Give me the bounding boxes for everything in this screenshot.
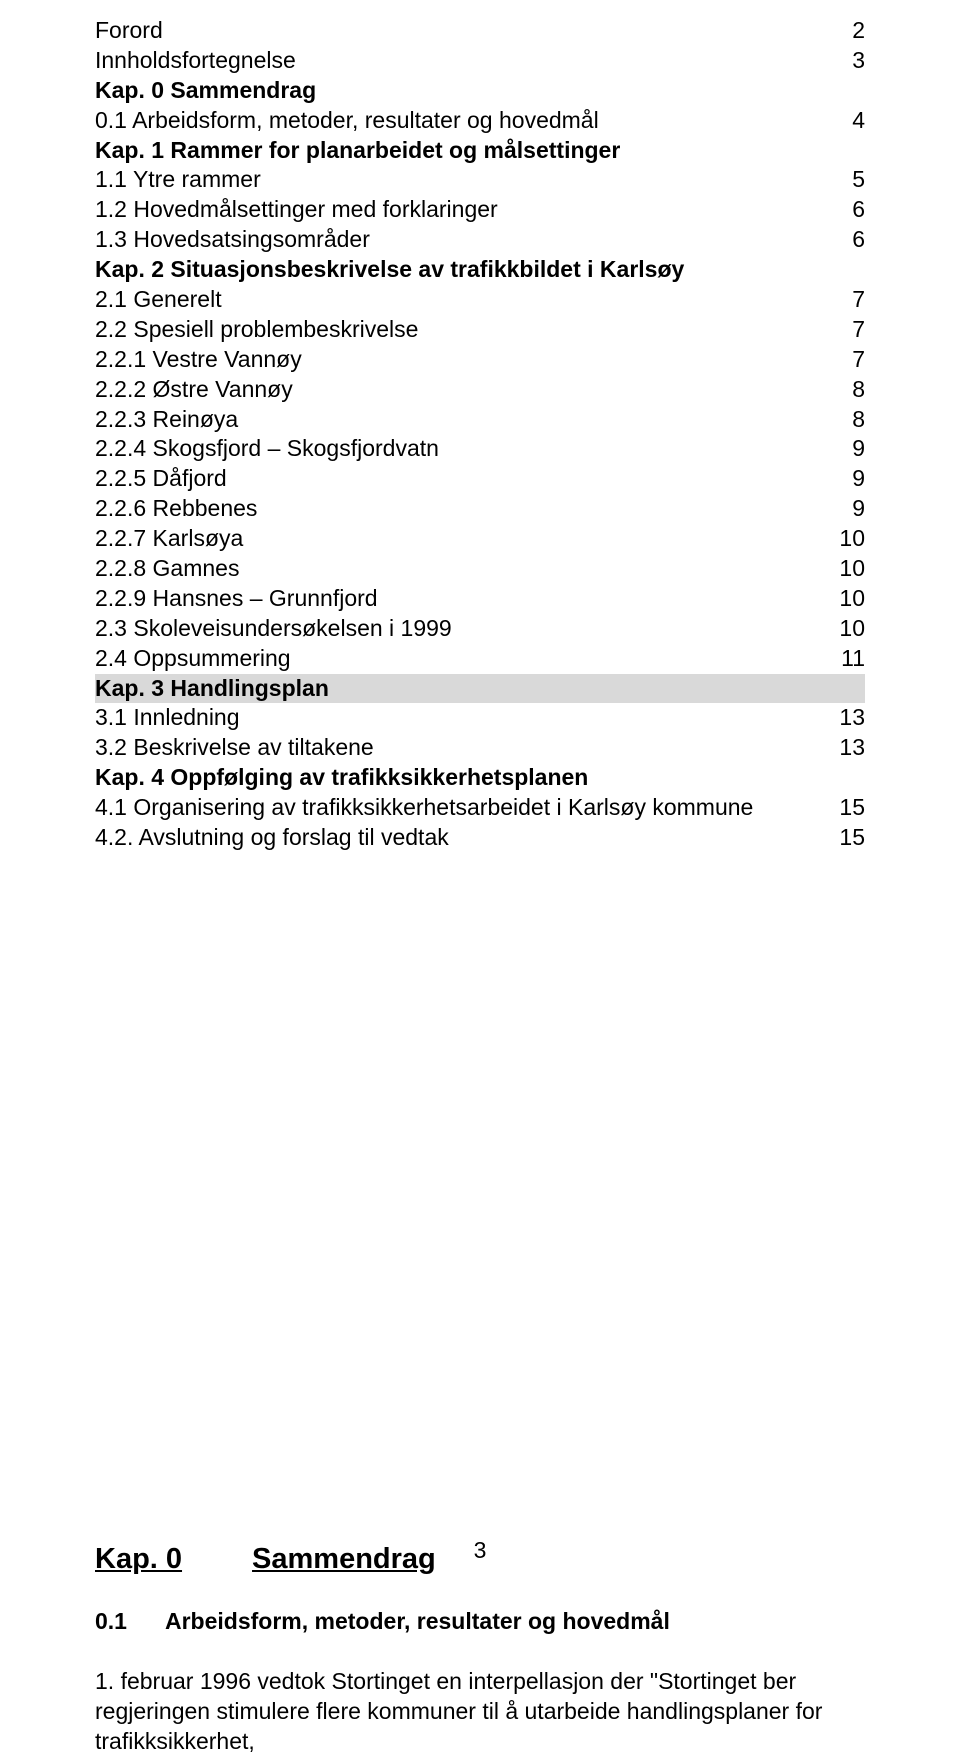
toc-row: 2.2.3 Reinøya8 (95, 405, 865, 435)
toc-label: 2.2.2 Østre Vannøy (95, 375, 825, 405)
section-title: Arbeidsform, metoder, resultater og hove… (165, 1608, 670, 1634)
toc-label: 4.1 Organisering av trafikksikkerhetsarb… (95, 793, 825, 823)
toc-row: 3.2 Beskrivelse av tiltakene13 (95, 733, 865, 763)
toc-page: 11 (825, 644, 865, 674)
toc-label: 2.2.7 Karlsøya (95, 524, 825, 554)
toc-page: 4 (825, 106, 865, 136)
toc-page (825, 76, 865, 106)
toc-page (825, 674, 865, 704)
toc-row: 3.1 Innledning13 (95, 703, 865, 733)
toc-label: 2.1 Generelt (95, 285, 825, 315)
toc-page: 10 (825, 584, 865, 614)
toc-label: 3.1 Innledning (95, 703, 825, 733)
toc-page: 9 (825, 464, 865, 494)
toc-page: 6 (825, 225, 865, 255)
toc-row: 2.2.8 Gamnes10 (95, 554, 865, 584)
toc-row: 1.1 Ytre rammer5 (95, 165, 865, 195)
toc-label: Kap. 0 Sammendrag (95, 76, 825, 106)
toc-label: 2.2.8 Gamnes (95, 554, 825, 584)
toc-row: 2.2.6 Rebbenes9 (95, 494, 865, 524)
toc-row: 2.2.9 Hansnes – Grunnfjord10 (95, 584, 865, 614)
toc-label: 4.2. Avslutning og forslag til vedtak (95, 823, 825, 853)
toc-page: 7 (825, 315, 865, 345)
toc-row: 2.2.5 Dåfjord9 (95, 464, 865, 494)
toc-label: Forord (95, 16, 825, 46)
toc-page: 9 (825, 494, 865, 524)
toc-page (825, 136, 865, 166)
toc-row: 2.1 Generelt7 (95, 285, 865, 315)
toc-label: 2.2.1 Vestre Vannøy (95, 345, 825, 375)
toc-label: Kap. 2 Situasjonsbeskrivelse av trafikkb… (95, 255, 825, 285)
toc-page: 2 (825, 16, 865, 46)
toc-label: Kap. 4 Oppfølging av trafikksikkerhetspl… (95, 763, 825, 793)
toc-row: 2.4 Oppsummering11 (95, 644, 865, 674)
toc-row: 2.2 Spesiell problembeskrivelse7 (95, 315, 865, 345)
toc-row: 1.2 Hovedmålsettinger med forklaringer6 (95, 195, 865, 225)
toc-page: 5 (825, 165, 865, 195)
toc-label: 2.2.4 Skogsfjord – Skogsfjordvatn (95, 434, 825, 464)
section-heading: 0.1Arbeidsform, metoder, resultater og h… (95, 1608, 865, 1635)
toc-label: 2.2.9 Hansnes – Grunnfjord (95, 584, 825, 614)
toc-page: 10 (825, 524, 865, 554)
toc-row: 2.2.2 Østre Vannøy8 (95, 375, 865, 405)
toc-label: 2.2 Spesiell problembeskrivelse (95, 315, 825, 345)
page-number: 3 (0, 1537, 960, 1564)
toc-page: 9 (825, 434, 865, 464)
toc-page (825, 763, 865, 793)
toc-page (825, 255, 865, 285)
toc-row: Kap. 4 Oppfølging av trafikksikkerhetspl… (95, 763, 865, 793)
toc-row: 4.2. Avslutning og forslag til vedtak15 (95, 823, 865, 853)
toc-page: 15 (825, 793, 865, 823)
toc-label: 1.1 Ytre rammer (95, 165, 825, 195)
toc-label: 1.2 Hovedmålsettinger med forklaringer (95, 195, 825, 225)
table-of-contents: Forord2Innholdsfortegnelse3Kap. 0 Sammen… (95, 16, 865, 853)
toc-page: 13 (825, 703, 865, 733)
toc-label: 2.4 Oppsummering (95, 644, 825, 674)
toc-row: Kap. 2 Situasjonsbeskrivelse av trafikkb… (95, 255, 865, 285)
toc-label: 3.2 Beskrivelse av tiltakene (95, 733, 825, 763)
toc-page: 13 (825, 733, 865, 763)
toc-page: 7 (825, 345, 865, 375)
toc-label: 2.2.5 Dåfjord (95, 464, 825, 494)
toc-page: 6 (825, 195, 865, 225)
toc-row: 2.2.7 Karlsøya10 (95, 524, 865, 554)
toc-row: Kap. 3 Handlingsplan (95, 674, 865, 704)
toc-page: 10 (825, 554, 865, 584)
toc-label: 2.2.3 Reinøya (95, 405, 825, 435)
toc-label: Innholdsfortegnelse (95, 46, 825, 76)
toc-row: Innholdsfortegnelse3 (95, 46, 865, 76)
toc-label: 2.3 Skoleveisundersøkelsen i 1999 (95, 614, 825, 644)
toc-row: 2.3 Skoleveisundersøkelsen i 199910 (95, 614, 865, 644)
toc-row: 4.1 Organisering av trafikksikkerhetsarb… (95, 793, 865, 823)
toc-page: 8 (825, 405, 865, 435)
toc-label: 2.2.6 Rebbenes (95, 494, 825, 524)
toc-row: 0.1 Arbeidsform, metoder, resultater og … (95, 106, 865, 136)
toc-label: 1.3 Hovedsatsingsområder (95, 225, 825, 255)
toc-label: Kap. 3 Handlingsplan (95, 674, 825, 704)
body-paragraph: 1. februar 1996 vedtok Stortinget en int… (95, 1667, 865, 1757)
toc-row: Forord2 (95, 16, 865, 46)
toc-page: 8 (825, 375, 865, 405)
toc-page: 15 (825, 823, 865, 853)
toc-row: 2.2.1 Vestre Vannøy7 (95, 345, 865, 375)
toc-label: 0.1 Arbeidsform, metoder, resultater og … (95, 106, 825, 136)
toc-row: 2.2.4 Skogsfjord – Skogsfjordvatn9 (95, 434, 865, 464)
toc-label: Kap. 1 Rammer for planarbeidet og målset… (95, 136, 825, 166)
toc-page: 3 (825, 46, 865, 76)
toc-row: Kap. 1 Rammer for planarbeidet og målset… (95, 136, 865, 166)
section-number: 0.1 (95, 1608, 165, 1635)
toc-page: 10 (825, 614, 865, 644)
toc-page: 7 (825, 285, 865, 315)
toc-row: 1.3 Hovedsatsingsområder6 (95, 225, 865, 255)
toc-row: Kap. 0 Sammendrag (95, 76, 865, 106)
